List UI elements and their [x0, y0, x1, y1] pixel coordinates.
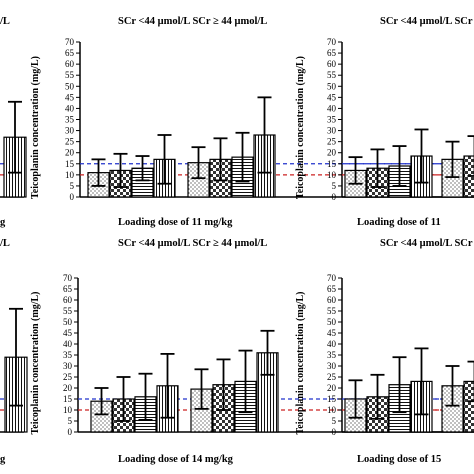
y-tick-label: 25	[63, 372, 73, 382]
y-axis-label: Teicoplanin concentration (mg/L)	[30, 292, 41, 435]
header-group-1: SCr <44 μmol/L	[118, 238, 190, 249]
y-tick-label: 50	[327, 317, 337, 327]
y-tick-label: 50	[63, 317, 73, 327]
panel-top-right: SCr <44 μmol/L SCr ≥ 44 μmol/L 0510152025…	[295, 16, 474, 228]
y-tick-label: 70	[63, 273, 73, 283]
y-tick-label: 50	[65, 81, 75, 91]
y-tick-label: 40	[327, 339, 337, 349]
header-group-2: SCr ≥ 44 μmol/L	[452, 238, 474, 249]
y-tick-label: 35	[63, 350, 73, 360]
header-group-2: SCr ≥ 44 μmol/L	[452, 16, 474, 27]
y-tick-label: 25	[327, 372, 337, 382]
y-tick-label: 55	[327, 306, 337, 316]
y-tick-label: 30	[65, 126, 75, 136]
y-tick-label: 60	[327, 59, 337, 69]
header-group-2: SCr ≥ 44 μmol/L	[190, 238, 267, 249]
y-axis-label: Teicoplanin concentration (mg/L)	[295, 292, 306, 435]
y-tick-label: 20	[65, 148, 75, 158]
y-tick-label: 45	[63, 328, 73, 338]
y-tick-label: 5	[70, 181, 75, 191]
header-group-1: SCr <44 μmol/L	[380, 16, 452, 27]
y-tick-label: 0	[68, 427, 73, 437]
y-tick-label: 15	[65, 159, 75, 169]
y-tick-label: 60	[65, 59, 75, 69]
y-tick-label: 45	[327, 328, 337, 338]
bar	[463, 380, 474, 433]
y-tick-label: 70	[327, 273, 337, 283]
x-axis-label-partial: g	[0, 454, 6, 465]
y-tick-label: 35	[327, 350, 337, 360]
y-tick-label: 10	[327, 405, 337, 415]
y-tick-label: 5	[332, 416, 337, 426]
y-tick-label: 55	[63, 306, 73, 316]
y-tick-label: 20	[63, 383, 73, 393]
y-tick-label: 60	[327, 295, 337, 305]
x-axis-label: Loading dose of 15	[357, 454, 441, 465]
y-tick-label: 10	[327, 170, 337, 180]
panel-header: SCr <44 μmol/L SCr ≥ 44 μmol/L	[380, 16, 474, 27]
y-tick-label: 5	[68, 416, 73, 426]
y-tick-label: 5	[332, 181, 337, 191]
y-tick-label: 45	[65, 92, 75, 102]
y-tick-label: 35	[65, 115, 75, 125]
y-tick-label: 40	[327, 103, 337, 113]
y-axis-label: Teicoplanin concentration (mg/L)	[30, 56, 41, 199]
y-tick-label: 55	[65, 70, 75, 80]
y-tick-label: 50	[327, 81, 337, 91]
y-tick-label: 65	[327, 284, 337, 294]
y-tick-label: 30	[327, 126, 337, 136]
y-tick-label: 15	[327, 159, 337, 169]
panel-top-left: /L g	[0, 16, 27, 228]
header-group-1: SCr <44 μmol/L	[380, 238, 452, 249]
y-tick-label: 10	[65, 170, 75, 180]
y-tick-label: 65	[65, 48, 75, 58]
y-tick-label: 55	[327, 70, 337, 80]
y-tick-label: 70	[65, 37, 75, 47]
panel-bottom-left: /L g	[0, 238, 28, 465]
panel-header: SCr <44 μmol/L SCr ≥ 44 μmol/L	[118, 16, 267, 27]
y-tick-label: 65	[63, 284, 73, 294]
header-group-2: SCr ≥ 44 μmol/L	[190, 16, 267, 27]
y-tick-label: 0	[332, 427, 337, 437]
y-tick-label: 40	[63, 339, 73, 349]
panel-header: SCr <44 μmol/L SCr ≥ 44 μmol/L	[118, 238, 267, 249]
y-tick-label: 70	[327, 37, 337, 47]
y-tick-label: 10	[63, 405, 73, 415]
x-axis-label: Loading dose of 14 mg/kg	[118, 454, 234, 465]
y-tick-label: 0	[70, 192, 75, 202]
y-tick-label: 20	[327, 383, 337, 393]
panel-header-partial: /L	[0, 238, 10, 249]
y-tick-label: 20	[327, 148, 337, 158]
panel-top-middle: SCr <44 μmol/L SCr ≥ 44 μmol/L0510152025…	[30, 16, 474, 228]
panel-header-partial: /L	[0, 16, 10, 27]
x-axis-label: Loading dose of 11 mg/kg	[118, 217, 233, 228]
y-tick-label: 0	[332, 192, 337, 202]
y-axis-label: Teicoplanin concentration (mg/L)	[295, 56, 306, 199]
y-tick-label: 15	[327, 394, 337, 404]
panel-bottom-right: SCr <44 μmol/L SCr ≥ 44 μmol/L 0510152025…	[295, 238, 474, 465]
y-tick-label: 30	[63, 361, 73, 371]
y-tick-label: 15	[63, 394, 73, 404]
y-tick-label: 40	[65, 103, 75, 113]
x-axis-label-partial: g	[0, 217, 6, 228]
y-tick-label: 60	[63, 295, 73, 305]
y-tick-label: 45	[327, 92, 337, 102]
header-group-1: SCr <44 μmol/L	[118, 16, 190, 27]
y-tick-label: 35	[327, 115, 337, 125]
y-tick-label: 25	[65, 137, 75, 147]
x-axis-label: Loading dose of 11	[357, 217, 441, 228]
panel-header: SCr <44 μmol/L SCr ≥ 44 μmol/L	[380, 238, 474, 249]
y-tick-label: 25	[327, 137, 337, 147]
y-tick-label: 65	[327, 48, 337, 58]
y-tick-label: 30	[327, 361, 337, 371]
